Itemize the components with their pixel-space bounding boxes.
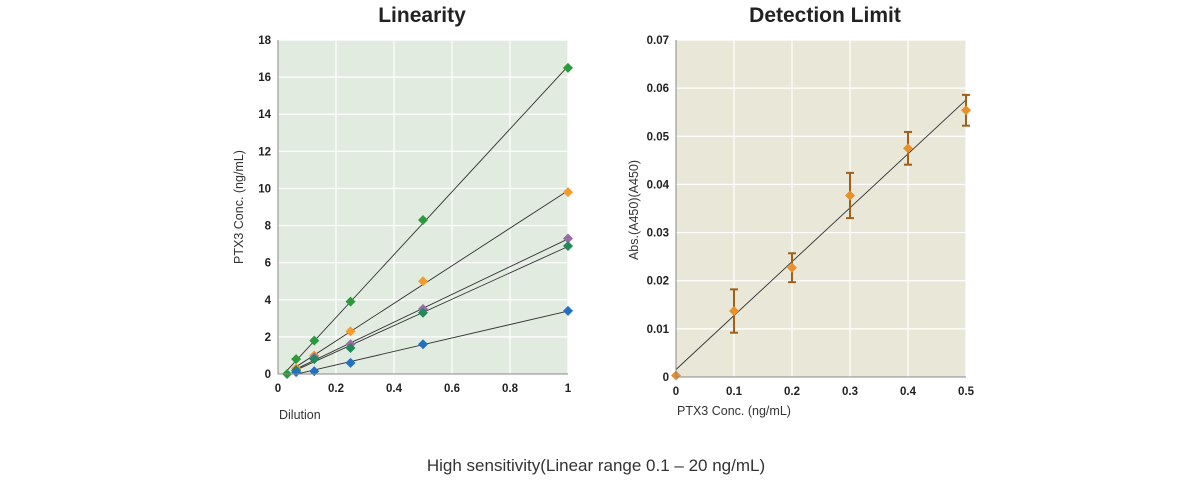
- data-point-series-1: [563, 187, 573, 198]
- caption: High sensitivity(Linear range 0.1 – 20 n…: [427, 456, 765, 475]
- linearity-trendlines: [286, 65, 569, 375]
- data-point-series-0: [729, 306, 739, 317]
- y-tick-label: 0.04: [647, 179, 670, 191]
- data-point-series-0: [961, 105, 971, 116]
- x-tick-label: 0.3: [842, 386, 858, 398]
- x-tick-label: 0.2: [328, 383, 344, 395]
- data-point-series-0: [291, 354, 302, 365]
- y-tick-label: 0.03: [647, 228, 669, 240]
- trendline-series-1: [295, 190, 569, 368]
- data-point-series-0: [418, 214, 428, 225]
- detection-limit-title: Detection Limit: [749, 4, 901, 27]
- detection-limit-points: [671, 93, 971, 381]
- x-tick-label: 0.4: [900, 386, 917, 398]
- y-tick-label: 4: [265, 295, 272, 307]
- data-point-series-0: [787, 262, 797, 273]
- data-point-series-0: [845, 190, 855, 201]
- data-point-series-1: [345, 326, 356, 337]
- x-tick-label: 0.8: [502, 383, 519, 395]
- y-tick-label: 18: [258, 35, 271, 47]
- x-tick-label: 0: [673, 386, 679, 398]
- trendline-series-0: [286, 65, 569, 371]
- detection-limit-grid: [676, 39, 967, 377]
- trendline-series-3: [295, 246, 569, 371]
- y-tick-label: 0.01: [647, 324, 670, 336]
- y-tick-label: 0.02: [647, 276, 669, 288]
- x-tick-label: 0: [275, 383, 281, 395]
- y-tick-label: 0: [663, 372, 669, 384]
- detection-limit-plot-area: [676, 40, 966, 377]
- x-tick-label: 1: [565, 383, 572, 395]
- detection-limit-chart: 0 0.1 0.2 0.3 0.4 0.5 0 0.01 0.02 0.03 0.04 0.05 0.…: [627, 4, 975, 418]
- x-tick-label: 0.1: [726, 386, 743, 398]
- data-point-series-4: [345, 357, 356, 368]
- linearity-x-label: Dilution: [279, 408, 321, 422]
- detection-limit-y-ticks: 0 0.01 0.02 0.03 0.04 0.05 0.06 0.07: [647, 35, 670, 384]
- y-tick-label: 2: [265, 332, 271, 344]
- data-point-series-4: [563, 305, 573, 316]
- data-point-series-4: [418, 339, 428, 350]
- y-tick-label: 6: [265, 258, 271, 270]
- y-tick-label: 14: [258, 109, 271, 121]
- x-tick-label: 0.4: [386, 383, 403, 395]
- data-point-series-3: [563, 240, 573, 251]
- y-tick-label: 0: [265, 369, 271, 381]
- data-point-series-0: [903, 143, 913, 154]
- data-point-series-0: [563, 62, 573, 73]
- linearity-points: [282, 62, 573, 379]
- linearity-y-ticks: 0 2 4 6 8 10 12 14 16 18: [258, 35, 271, 381]
- trendline-series-4: [296, 310, 569, 375]
- y-tick-label: 0.05: [647, 131, 670, 143]
- linearity-plot-area: [278, 40, 568, 374]
- trendline-series-0: [675, 99, 967, 370]
- detection-limit-x-label: PTX3 Conc. (ng/mL): [677, 404, 791, 418]
- detection-limit-y-label: Abs.(A450)(A450): [627, 160, 641, 260]
- linearity-title: Linearity: [378, 4, 466, 27]
- linearity-x-ticks: 0 0.2 0.4 0.6 0.8 1: [275, 383, 572, 395]
- data-point-series-3: [309, 354, 320, 365]
- data-point-series-4: [291, 367, 302, 378]
- data-point-series-3: [418, 307, 428, 318]
- y-tick-label: 10: [258, 183, 271, 195]
- y-tick-label: 0.06: [647, 83, 669, 95]
- x-tick-label: 0.2: [784, 386, 800, 398]
- y-tick-label: 16: [258, 72, 271, 84]
- trendline-series-2: [295, 238, 569, 370]
- y-tick-label: 0.07: [647, 35, 669, 47]
- x-tick-label: 0.6: [444, 383, 460, 395]
- data-point-series-0: [345, 296, 356, 307]
- data-point-series-2: [563, 233, 573, 244]
- data-point-series-0: [309, 335, 320, 346]
- detection-limit-trendline: [675, 99, 967, 370]
- data-point-series-3: [345, 343, 356, 354]
- linearity-y-label: PTX3 Conc. (ng/mL): [232, 150, 246, 264]
- detection-limit-x-ticks: 0 0.1 0.2 0.3 0.4 0.5: [673, 386, 975, 398]
- y-tick-label: 12: [258, 146, 271, 158]
- linearity-chart: 0 0.2 0.4 0.6 0.8 1 0 2 4 6 8 10 12 14 16 18 Linearity…: [232, 4, 573, 422]
- y-tick-label: 8: [265, 221, 272, 233]
- data-point-series-1: [418, 276, 428, 287]
- linearity-grid: [278, 39, 569, 374]
- x-tick-label: 0.5: [958, 386, 975, 398]
